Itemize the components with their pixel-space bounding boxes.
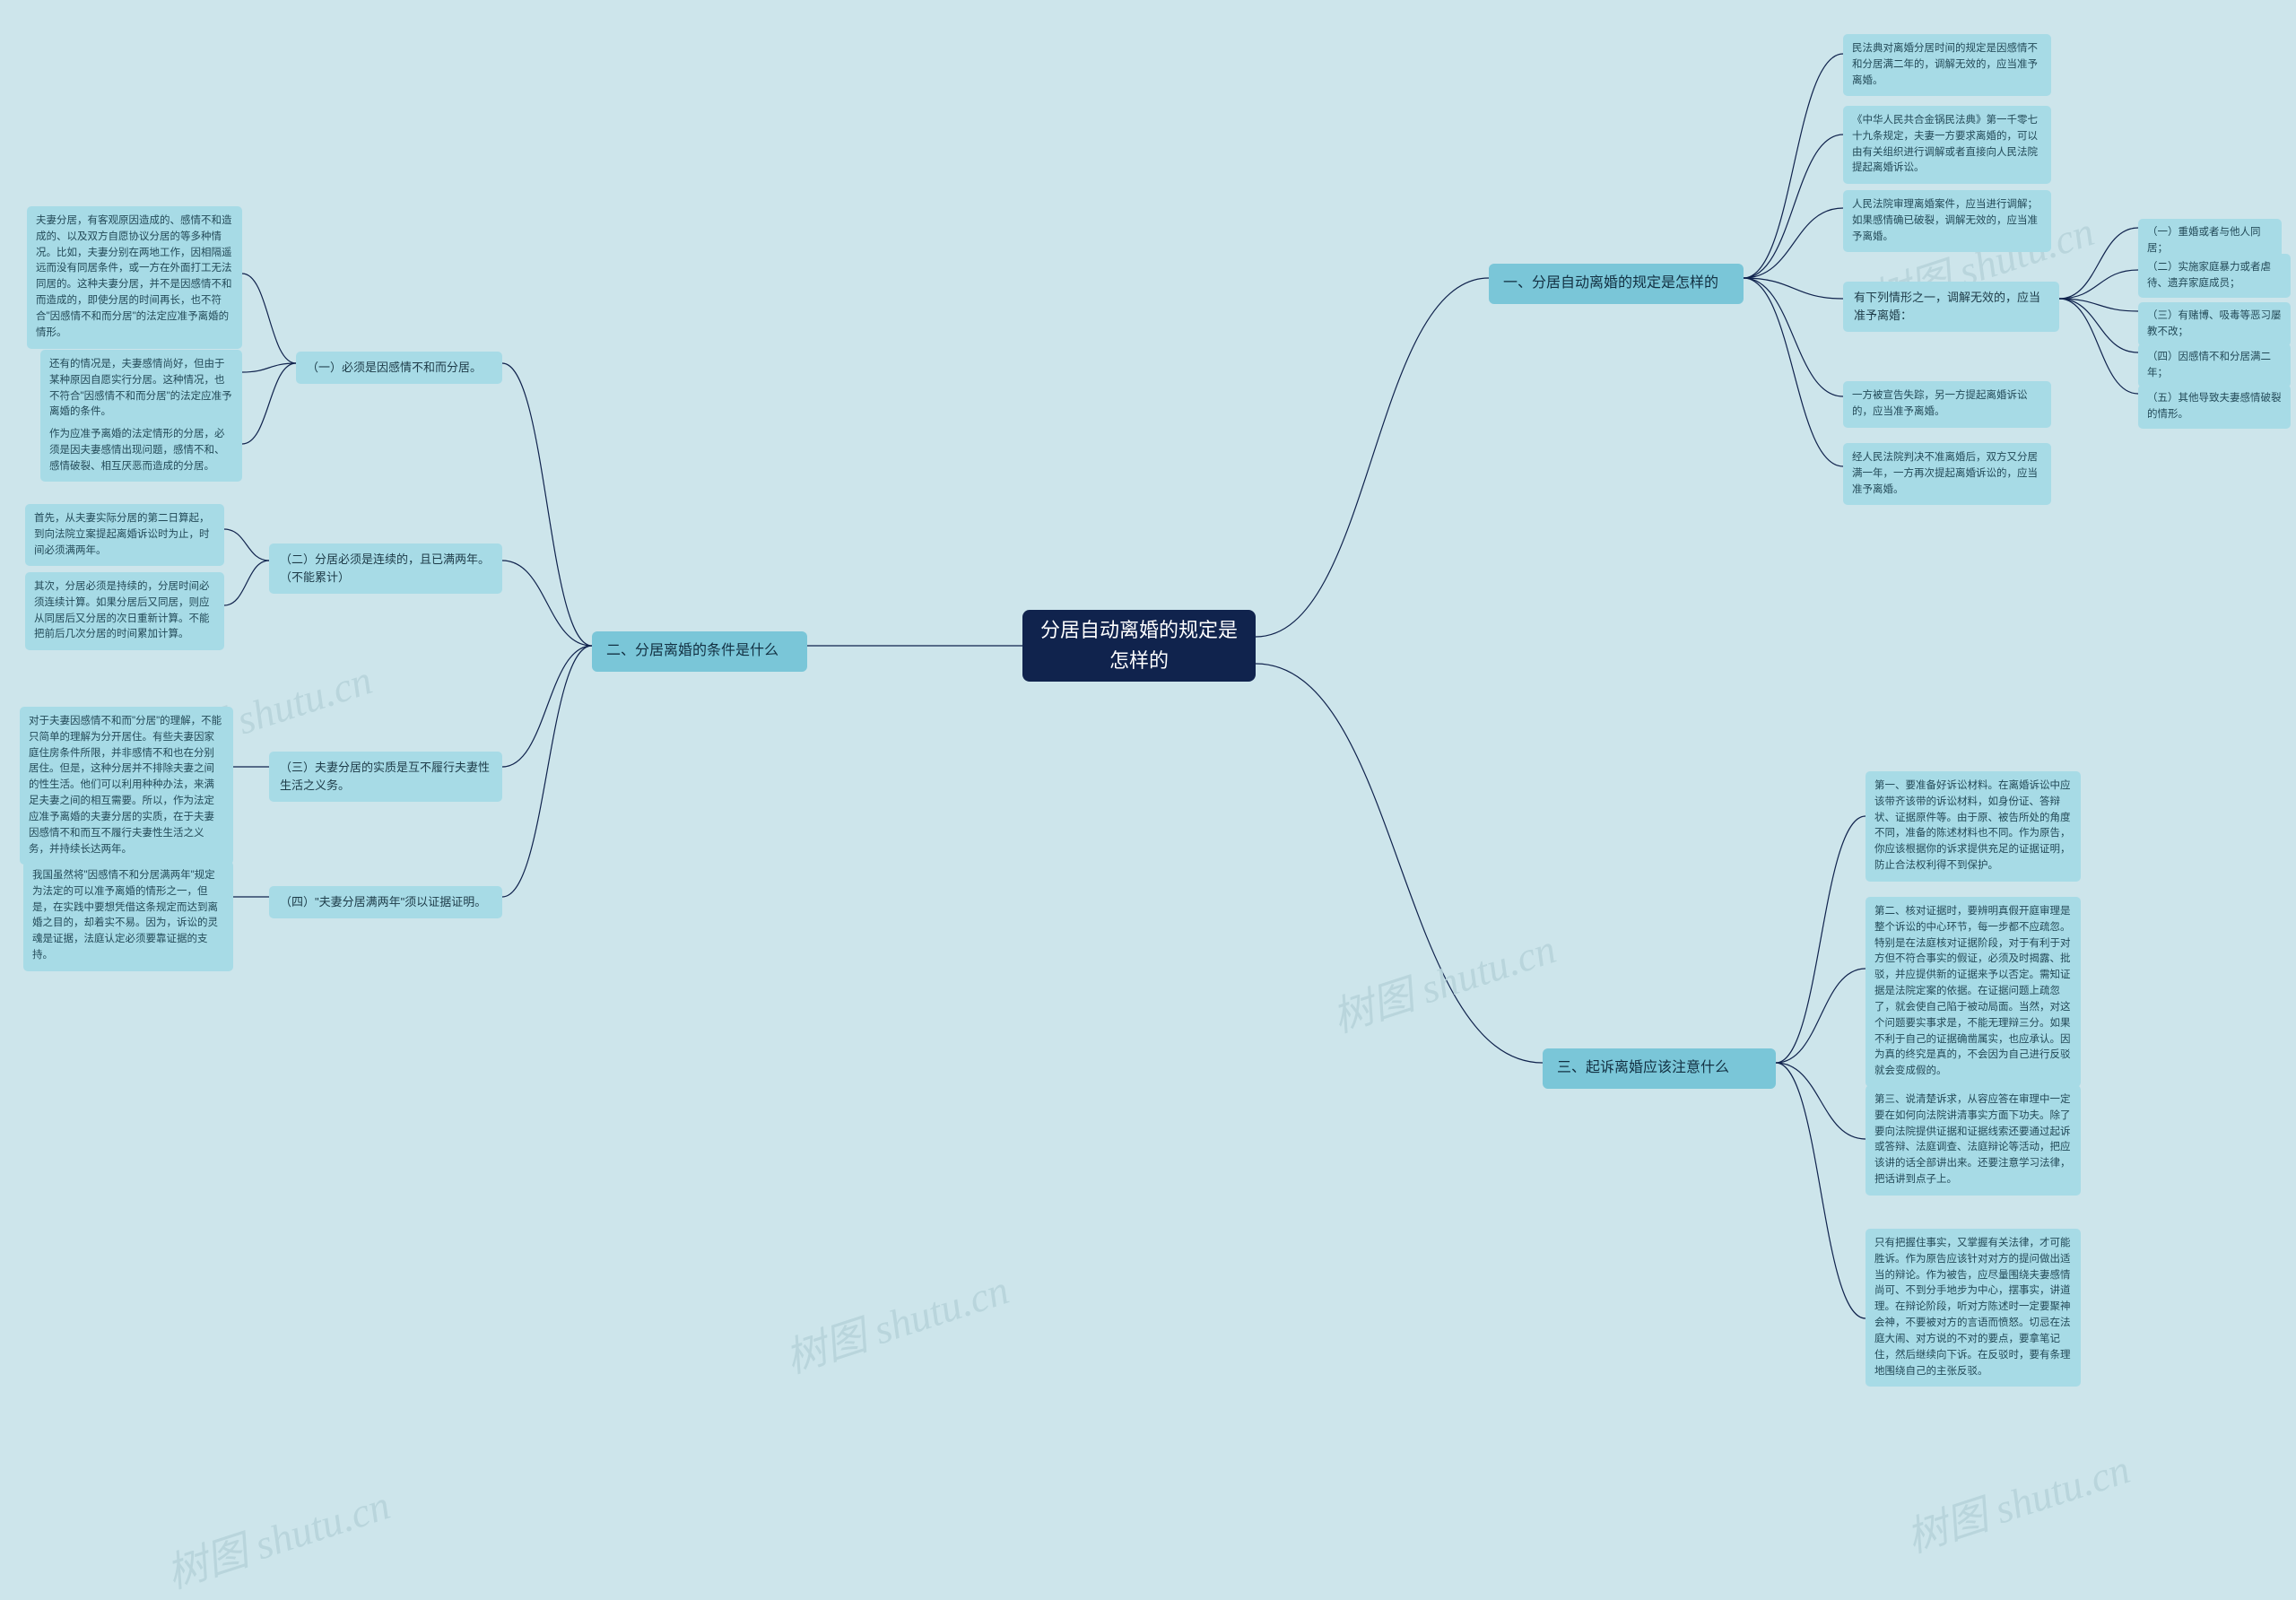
leaf-r3-1[interactable]: 第一、要准备好诉讼材料。在离婚诉讼中应该带齐该带的诉讼材料，如身份证、答辩状、证…	[1866, 771, 2081, 882]
leaf-r1-5[interactable]: 一方被宣告失踪，另一方提起离婚诉讼的，应当准予离婚。	[1843, 381, 2051, 428]
leaf-r3-2[interactable]: 第二、核对证据时，要辨明真假开庭审理是整个诉讼的中心环节，每一步都不应疏忽。特别…	[1866, 897, 2081, 1087]
watermark: 树图 shutu.cn	[777, 1257, 1015, 1386]
sub-l2-2[interactable]: （二）分居必须是连续的，且已满两年。（不能累计）	[269, 543, 502, 594]
watermark: 树图 shutu.cn	[1324, 917, 1562, 1045]
leaf-r1-4-3[interactable]: （三）有赌博、吸毒等恶习屡教不改；	[2138, 302, 2291, 346]
branch-1[interactable]: 一、分居自动离婚的规定是怎样的	[1489, 264, 1744, 304]
leaf-l2-2-1[interactable]: 首先，从夫妻实际分居的第二日算起，到向法院立案提起离婚诉讼时为止，时间必须满两年…	[25, 504, 224, 566]
watermark: 树图 shutu.cn	[1898, 1437, 2136, 1565]
branch-3[interactable]: 三、起诉离婚应该注意什么	[1543, 1048, 1776, 1089]
root-node[interactable]: 分居自动离婚的规定是怎样的	[1022, 610, 1256, 682]
leaf-r1-6[interactable]: 经人民法院判决不准离婚后，双方又分居满一年，一方再次提起离婚诉讼的，应当准予离婚…	[1843, 443, 2051, 505]
leaf-l2-1-3[interactable]: 作为应准予离婚的法定情形的分居，必须是因夫妻感情出现问题，感情不和、感情破裂、相…	[40, 420, 242, 482]
leaf-r1-4-4[interactable]: （四）因感情不和分居满二年；	[2138, 343, 2291, 387]
watermark: 树图 shutu.cn	[158, 1473, 396, 1600]
sub-l2-3[interactable]: （三）夫妻分居的实质是互不履行夫妻性生活之义务。	[269, 752, 502, 802]
mindmap-canvas: 树图 shutu.cn 树图 shutu.cn 树图 shutu.cn 树图 s…	[0, 0, 2296, 1543]
sub-l2-4[interactable]: （四）"夫妻分居满两年"须以证据证明。	[269, 886, 502, 918]
leaf-l2-1-1[interactable]: 夫妻分居，有客观原因造成的、感情不和造成的、以及双方自愿协议分居的等多种情况。比…	[27, 206, 242, 349]
leaf-r1-2[interactable]: 《中华人民共合金锅民法典》第一千零七十九条规定，夫妻一方要求离婚的，可以由有关组…	[1843, 106, 2051, 184]
leaf-l2-1-2[interactable]: 还有的情况是，夫妻感情尚好，但由于某种原因自愿实行分居。这种情况，也不符合"因感…	[40, 350, 242, 428]
branch-2[interactable]: 二、分居离婚的条件是什么	[592, 631, 807, 672]
leaf-r1-4-5[interactable]: （五）其他导致夫妻感情破裂的情形。	[2138, 385, 2291, 429]
leaf-r1-4-2[interactable]: （二）实施家庭暴力或者虐待、遗弃家庭成员；	[2138, 254, 2291, 298]
leaf-r1-3[interactable]: 人民法院审理离婚案件，应当进行调解；如果感情确已破裂，调解无效的，应当准予离婚。	[1843, 190, 2051, 252]
sub-l2-1[interactable]: （一）必须是因感情不和而分居。	[296, 352, 502, 384]
leaf-r1-1[interactable]: 民法典对离婚分居时间的规定是因感情不和分居满二年的，调解无效的，应当准予离婚。	[1843, 34, 2051, 96]
sub-r1-4[interactable]: 有下列情形之一，调解无效的，应当准予离婚：	[1843, 282, 2059, 332]
leaf-r3-3[interactable]: 第三、说清楚诉求，从容应答在审理中一定要在如何向法院讲清事实方面下功夫。除了要向…	[1866, 1085, 2081, 1196]
leaf-l2-2-2[interactable]: 其次，分居必须是持续的，分居时间必须连续计算。如果分居后又同居，则应从同居后又分…	[25, 572, 224, 650]
leaf-l2-4-1[interactable]: 我国虽然将"因感情不和分居满两年"规定为法定的可以准予离婚的情形之一，但是，在实…	[23, 861, 233, 971]
leaf-r3-4[interactable]: 只有把握住事实，又掌握有关法律，才可能胜诉。作为原告应该针对对方的提问做出适当的…	[1866, 1229, 2081, 1387]
leaf-l2-3-1[interactable]: 对于夫妻因感情不和而"分居"的理解，不能只简单的理解为分开居住。有些夫妻因家庭住…	[20, 707, 233, 865]
